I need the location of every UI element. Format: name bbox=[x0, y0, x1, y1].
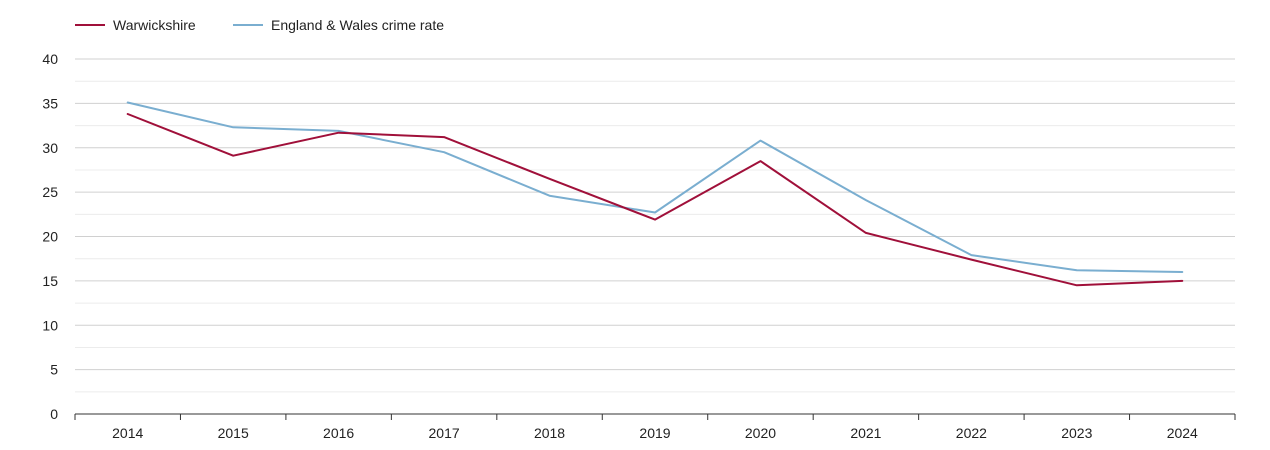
x-tick-label: 2016 bbox=[323, 425, 354, 441]
y-tick-label: 15 bbox=[42, 273, 58, 289]
legend-label-0: Warwickshire bbox=[113, 17, 196, 33]
series-line-1 bbox=[126, 101, 1184, 273]
x-tick-label: 2021 bbox=[850, 425, 881, 441]
y-tick-label: 5 bbox=[50, 362, 58, 378]
legend-label-1: England & Wales crime rate bbox=[271, 17, 444, 33]
legend: Warwickshire England & Wales crime rate bbox=[75, 17, 444, 33]
y-tick-label: 30 bbox=[42, 140, 58, 156]
x-tick-label: 2014 bbox=[112, 425, 143, 441]
y-tick-label: 40 bbox=[42, 51, 58, 67]
y-tick-label: 25 bbox=[42, 184, 58, 200]
x-tick-label: 2024 bbox=[1167, 425, 1198, 441]
x-tick-label: 2017 bbox=[429, 425, 460, 441]
y-tick-label: 20 bbox=[42, 229, 58, 245]
x-axis-ticks: 2014 2015 2016 2017 2018 2019 2020 2021 2022 2023… bbox=[74, 414, 1236, 441]
x-tick-label: 2015 bbox=[218, 425, 249, 441]
x-tick-label: 2020 bbox=[745, 425, 776, 441]
x-tick-label: 2019 bbox=[639, 425, 670, 441]
y-tick-label: 35 bbox=[42, 95, 58, 111]
y-axis-ticks: 0 5 10 15 20 25 30 35 40 bbox=[42, 51, 58, 422]
x-tick-label: 2023 bbox=[1061, 425, 1092, 441]
x-tick-label: 2018 bbox=[534, 425, 565, 441]
series-line-0 bbox=[126, 113, 1184, 287]
series-lines bbox=[126, 101, 1184, 287]
y-tick-label: 10 bbox=[42, 317, 58, 333]
x-tick-label: 2022 bbox=[956, 425, 987, 441]
y-tick-label: 0 bbox=[50, 406, 58, 422]
grid-lines bbox=[75, 58, 1235, 393]
